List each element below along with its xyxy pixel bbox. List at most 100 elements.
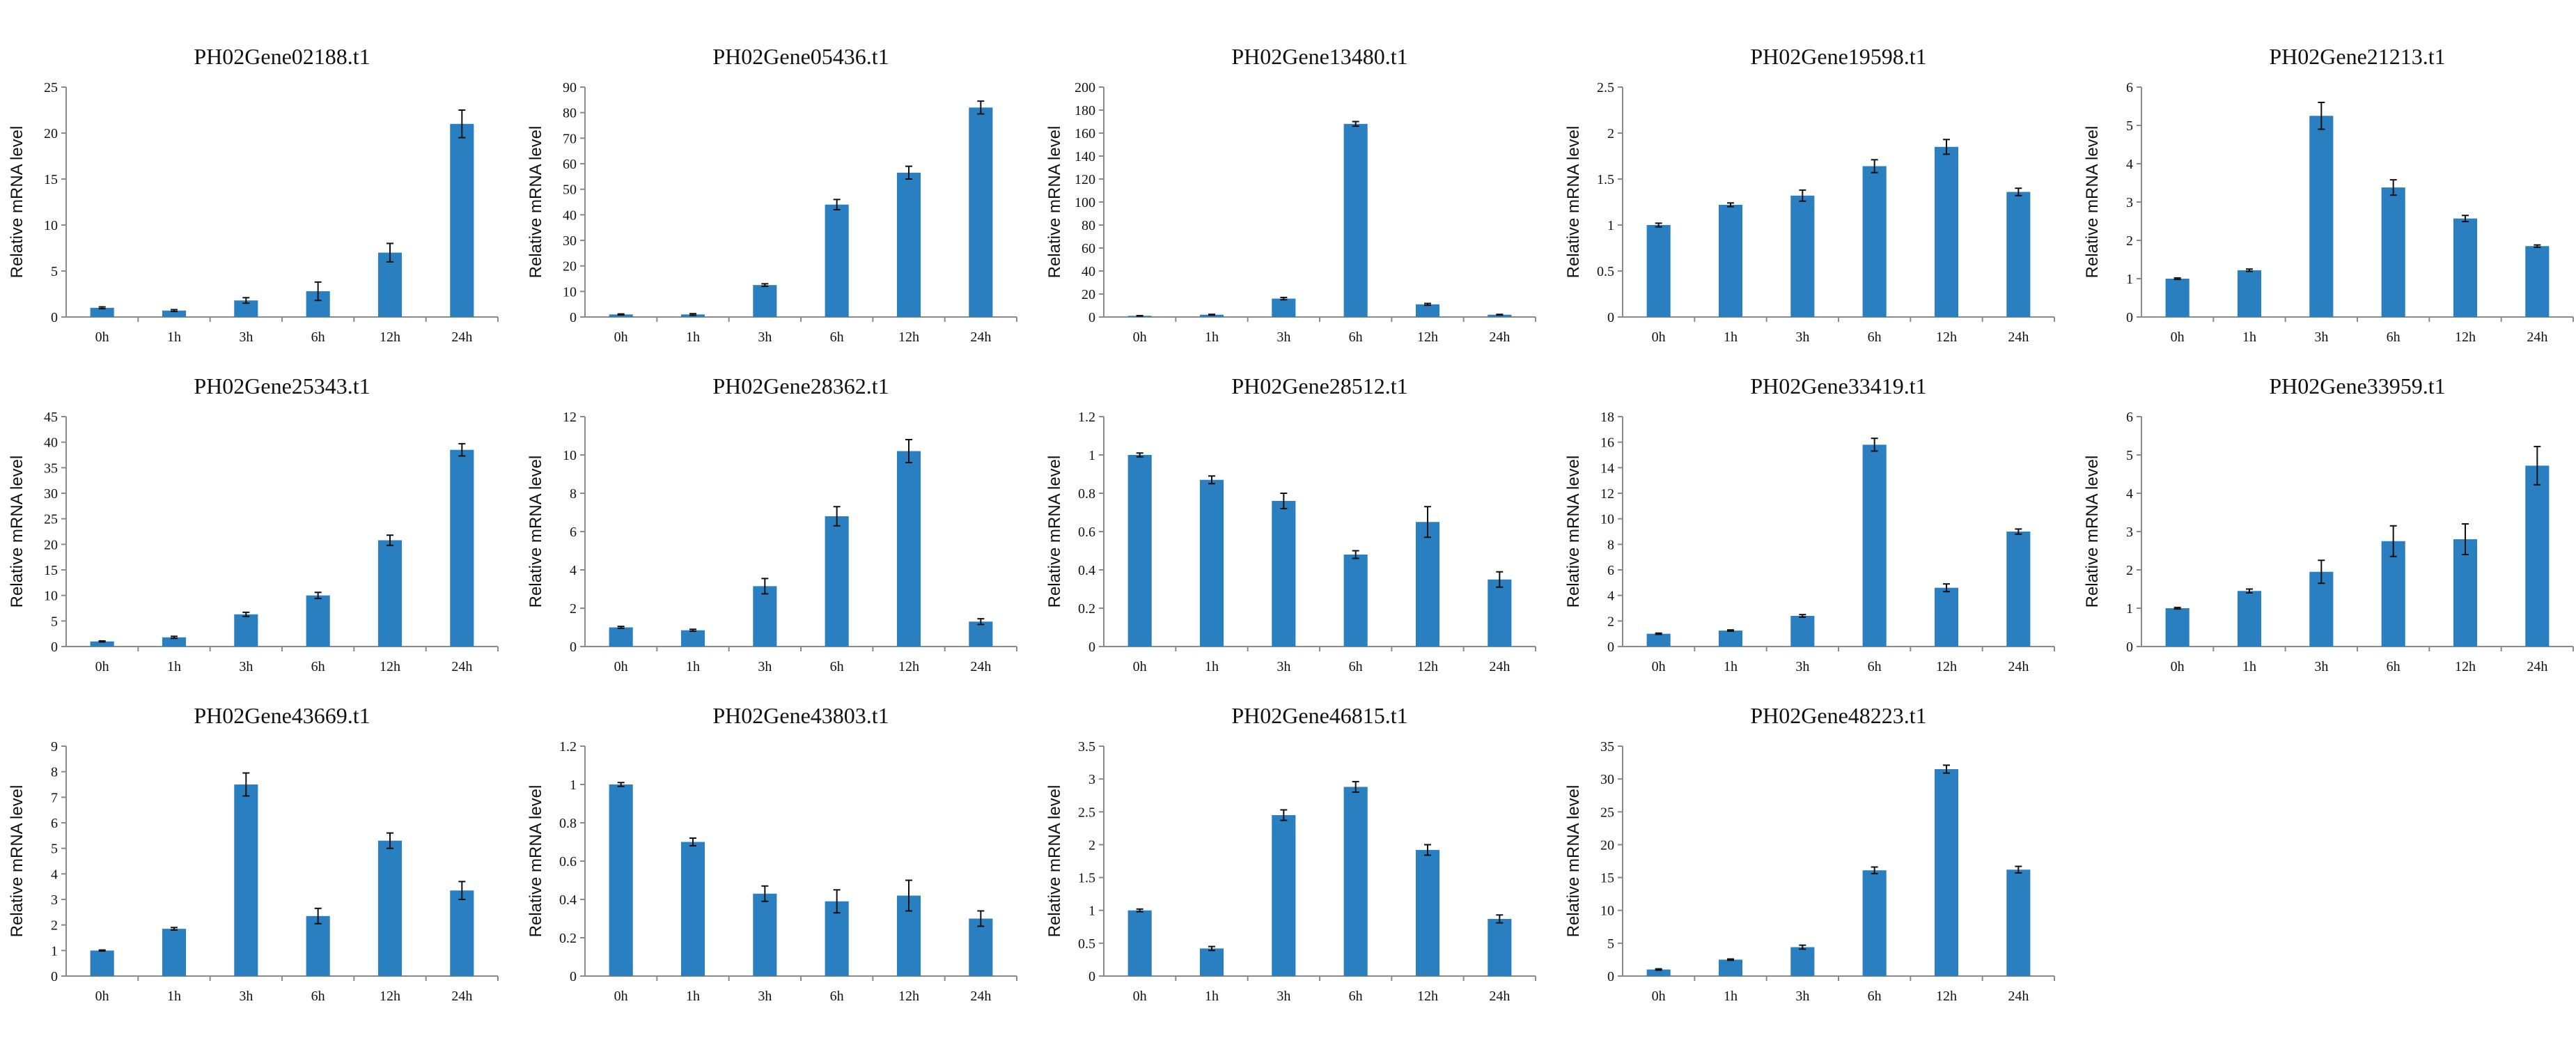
bar [306, 915, 330, 976]
bar [2525, 246, 2550, 317]
bar-chart: PH02Gene13480.t1 Relative mRNA level 0 20 40… [1045, 44, 1536, 345]
y-tick-label: 0.5 [1078, 936, 1095, 952]
y-tick-label: 6 [51, 816, 58, 831]
y-tick-label: 4 [51, 867, 58, 882]
y-tick-label: 1 [1088, 448, 1095, 463]
y-axis-label: Relative mRNA level [8, 126, 26, 279]
chart-title: PH02Gene25343.t1 [194, 373, 370, 399]
bar [1790, 947, 1815, 976]
bar [90, 307, 114, 317]
x-tick-label: 3h [239, 989, 253, 1004]
y-tick-label: 0 [1607, 969, 1614, 984]
x-tick-label: 6h [311, 989, 325, 1004]
bar [162, 929, 187, 976]
x-tick-label: 6h [1868, 989, 1882, 1004]
y-tick-label: 1.2 [559, 739, 577, 755]
x-tick-label: 12h [1936, 989, 1957, 1004]
y-tick-label: 50 [563, 183, 577, 198]
x-tick-label: 6h [1349, 330, 1363, 345]
y-tick-label: 0 [1088, 969, 1095, 984]
y-tick-label: 2 [1607, 614, 1614, 629]
y-axis-label: Relative mRNA level [526, 785, 545, 938]
x-tick-label: 6h [830, 330, 844, 345]
x-tick-label: 3h [239, 330, 253, 345]
x-tick-label: 1h [2242, 659, 2256, 674]
bar [609, 314, 633, 317]
bar [825, 901, 849, 976]
y-tick-label: 10 [563, 284, 577, 300]
x-tick-label: 24h [970, 989, 991, 1004]
bar-chart: PH02Gene25343.t1 Relative mRNA level 0 5 10 1… [8, 373, 499, 674]
x-tick-label: 24h [451, 659, 472, 674]
bar [2453, 218, 2478, 317]
bar [1718, 959, 1743, 976]
bar [1272, 501, 1296, 647]
x-tick-label: 3h [1277, 659, 1290, 674]
y-tick-label: 2 [2126, 233, 2133, 249]
y-tick-label: 100 [1075, 195, 1095, 210]
y-tick-label: 0 [1088, 640, 1095, 655]
y-tick-label: 60 [563, 157, 577, 172]
y-tick-label: 0.2 [559, 931, 577, 946]
x-tick-label: 1h [167, 330, 181, 345]
y-tick-label: 0 [51, 310, 58, 325]
y-tick-label: 80 [563, 106, 577, 121]
y-tick-label: 25 [44, 80, 58, 95]
x-tick-label: 6h [830, 659, 844, 674]
y-tick-label: 0.4 [559, 892, 577, 908]
x-tick-label: 1h [686, 330, 700, 345]
bar [1199, 479, 1224, 647]
bar [2381, 187, 2405, 317]
x-tick-label: 0h [95, 659, 109, 674]
bar [234, 614, 258, 647]
x-tick-label: 24h [2008, 989, 2029, 1004]
bar [2237, 591, 2262, 647]
y-tick-label: 0 [570, 969, 577, 984]
x-tick-label: 12h [2455, 330, 2476, 345]
x-tick-label: 0h [1133, 989, 1147, 1004]
x-tick-label: 1h [686, 989, 700, 1004]
y-tick-label: 16 [1600, 435, 1614, 451]
x-tick-label: 6h [1868, 330, 1882, 345]
chart-title: PH02Gene48223.t1 [1750, 703, 1926, 728]
y-tick-label: 45 [44, 410, 58, 425]
y-tick-label: 2.5 [1597, 80, 1614, 95]
y-tick-label: 5 [51, 614, 58, 629]
bar-chart: PH02Gene33419.t1 Relative mRNA level 0 2 4 6 8… [1564, 373, 2055, 674]
y-axis-label: Relative mRNA level [1564, 785, 1583, 938]
y-tick-label: 0.8 [559, 816, 577, 831]
chart-title: PH02Gene43803.t1 [712, 703, 889, 728]
y-tick-label: 180 [1075, 103, 1095, 118]
y-tick-label: 15 [44, 563, 58, 578]
bar [609, 627, 633, 647]
y-tick-label: 18 [1600, 410, 1614, 425]
bar [377, 252, 403, 317]
x-tick-label: 0h [614, 659, 628, 674]
x-tick-label: 0h [2171, 330, 2185, 345]
chart-title: PH02Gene46815.t1 [1231, 703, 1407, 728]
x-tick-label: 3h [758, 989, 772, 1004]
y-tick-label: 1 [570, 778, 577, 793]
x-tick-label: 1h [1724, 330, 1738, 345]
y-axis-label: Relative mRNA level [1045, 785, 1064, 938]
y-tick-label: 1 [2126, 272, 2133, 287]
x-tick-label: 0h [1652, 330, 1666, 345]
y-tick-label: 20 [44, 126, 58, 141]
x-tick-label: 6h [1349, 989, 1363, 1004]
chart-title: PH02Gene13480.t1 [1231, 44, 1407, 69]
x-tick-label: 1h [167, 989, 181, 1004]
x-tick-label: 24h [970, 330, 991, 345]
y-tick-label: 2 [2126, 563, 2133, 578]
bar [969, 621, 993, 647]
x-tick-label: 0h [2171, 659, 2185, 674]
y-tick-label: 6 [2126, 410, 2133, 425]
x-tick-label: 12h [380, 659, 400, 674]
y-tick-label: 6 [2126, 80, 2133, 95]
y-tick-label: 6 [1607, 563, 1614, 578]
bar [1199, 948, 1224, 976]
y-tick-label: 3 [1088, 772, 1095, 787]
y-tick-label: 20 [44, 537, 58, 552]
x-tick-label: 12h [898, 989, 919, 1004]
